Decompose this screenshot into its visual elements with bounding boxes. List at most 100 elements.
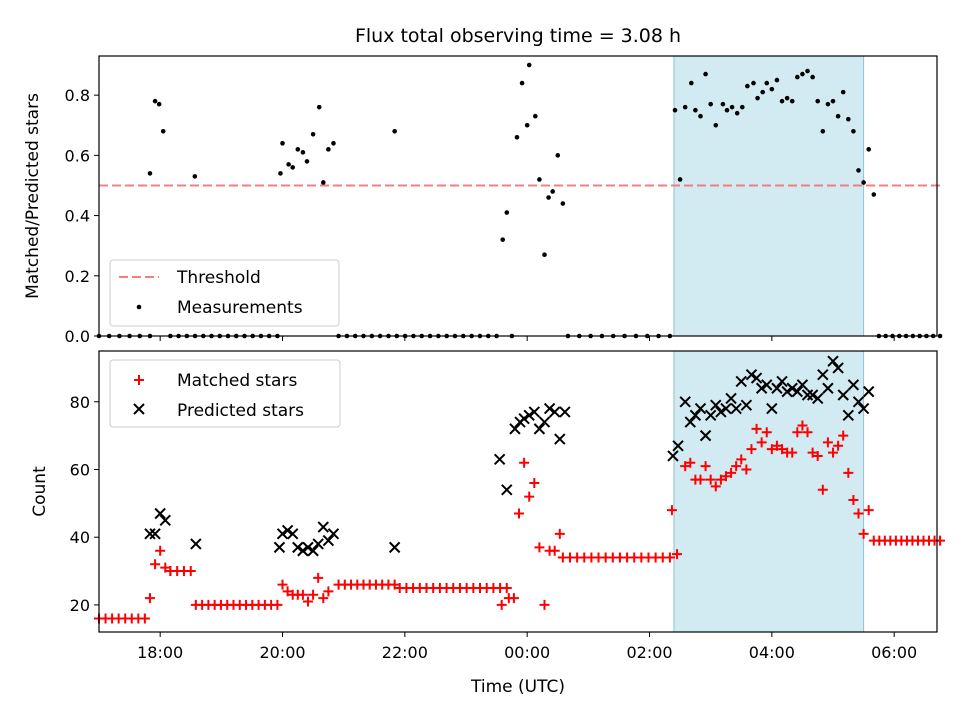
plot-frame [98,55,938,337]
predicted-marker [842,409,855,422]
predicted-marker [518,413,530,425]
x-tick-label: 06:00 [871,643,917,662]
predicted-marker [559,406,571,418]
matched-marker [277,579,288,590]
matched-marker [863,505,874,516]
matched-marker [150,559,161,570]
predicted-marker [307,545,319,557]
matched-marker [308,589,319,600]
predicted-marker [847,379,860,391]
y-axis-label: Count [30,466,50,517]
measurement-point [820,128,826,134]
measurement-point [745,83,750,89]
y-tick-label: 0.4 [65,207,90,226]
legend-threshold-label: Threshold [176,268,261,288]
matched-marker [802,427,813,438]
matched-marker [710,481,721,492]
matched-marker [828,447,839,458]
predicted-marker [554,433,566,445]
predicted-marker [388,541,401,554]
measurement-point [760,89,765,95]
matched-marker [705,474,716,485]
matched-marker [144,593,155,604]
matched-marker [519,457,530,468]
measurement-point [795,74,800,80]
measurement-point [160,128,166,134]
predicted-marker [276,528,289,540]
measurement-point [560,201,566,206]
legend: Threshold Measurements [109,259,340,327]
matched-marker [139,613,150,624]
measurement-point [724,107,730,113]
measurement-point [774,77,780,83]
matched-marker [318,593,329,604]
predicted-marker [548,406,561,418]
predicted-marker [740,399,753,411]
predicted-marker [327,528,340,540]
measurement-point [861,180,866,185]
measurement-point [846,116,851,122]
measurement-point [810,74,815,80]
y-tick-label: 0.0 [65,327,90,346]
measurement-point [713,122,719,128]
measurement-point [734,110,740,116]
predicted-marker [322,534,335,547]
predicted-marker [154,507,166,520]
measurement-point [500,237,506,242]
predicted-marker [781,385,793,398]
measurement-point [689,80,694,86]
matched-marker [848,494,859,505]
measurement-point [856,168,861,173]
measurement-point [192,174,198,179]
measurement-point [866,147,871,152]
predicted-marker [672,440,684,452]
predicted-marker [771,382,783,394]
legend-measurement-swatch [136,304,142,310]
predicted-marker [796,379,809,391]
measurement-point [526,62,532,68]
chart-title: Flux total observing time = 3.08 h [355,25,681,47]
measurement-point [800,71,805,77]
matched-marker [838,430,849,441]
matched-marker [766,444,777,455]
measurement-point [739,104,745,110]
matched-marker [741,464,752,475]
predicted-marker [694,402,707,415]
measurement-point [147,171,153,176]
measurement-point [537,177,542,182]
highlight-span [673,350,865,633]
legend-frame [109,259,340,327]
measurement-point [295,147,301,152]
x-axis-label: Time (UTC) [470,677,565,697]
matched-marker [323,586,334,597]
matched-marker [508,593,519,604]
predicted-marker [750,372,763,384]
predicted-marker [837,389,849,401]
x-tick-label: 02:00 [626,643,672,662]
predicted-marker [862,385,875,398]
highlight-span [673,55,865,337]
predicted-marker [806,389,819,401]
y-tick-label: 0.2 [65,267,90,286]
measurement-point [542,252,547,258]
measurement-point [677,177,683,182]
matched-marker [664,552,675,563]
predicted-marker [766,402,778,415]
matched-marker [695,474,706,485]
matched-marker [792,427,803,438]
matched-marker [501,582,512,593]
legend-matched-label: Matched stars [177,371,297,391]
predicted-marker [684,416,696,428]
matched-marker [746,444,757,455]
matched-marker [680,461,691,472]
measurement-point [779,98,785,104]
measurement-point [840,89,846,95]
measurement-point [769,86,775,92]
matched-marker [549,545,560,556]
predicted-marker [523,409,535,422]
measurement-point [825,101,831,107]
y-tick-label: 20 [70,596,90,615]
matched-marker [272,599,283,610]
measurement-point [533,113,538,119]
x-tick-label: 20:00 [259,643,305,662]
